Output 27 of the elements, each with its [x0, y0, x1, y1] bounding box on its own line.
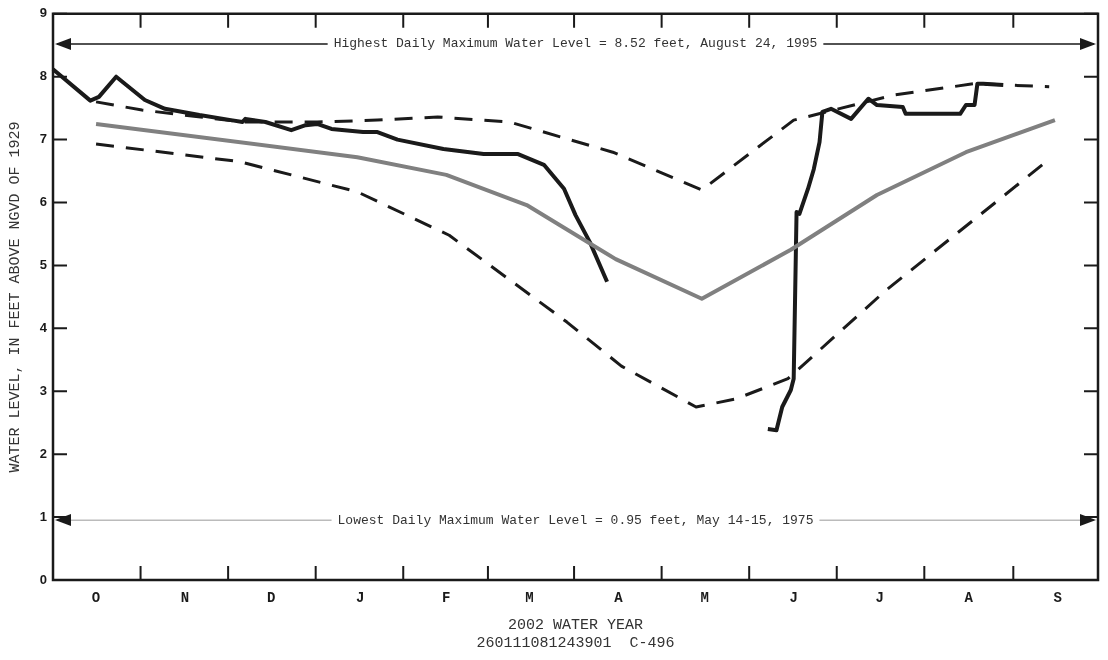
x-tick-label: J [355, 589, 365, 606]
ref-line-label: Highest Daily Maximum Water Level = 8.52 feet, August 24, 1995 [333, 36, 818, 52]
x-tick-label: O [91, 589, 101, 606]
x-tick-label: J [789, 589, 798, 606]
y-tick-label: 7 [39, 131, 47, 147]
y-axis-title: WATER LEVEL, IN FEET ABOVE NGVD OF 1929 [6, 121, 24, 473]
x-tick-label: F [442, 589, 451, 606]
y-tick-label: 8 [39, 68, 47, 84]
y-tick-label: 3 [39, 382, 47, 398]
x-tick-label: M [525, 589, 534, 606]
x-tick-label: N [180, 589, 190, 606]
x-tick-label: S [1053, 589, 1063, 606]
y-tick-label: 1 [39, 508, 47, 524]
x-tick-label: M [700, 589, 709, 606]
text: 260111081243901 C-496 [476, 635, 675, 653]
x-tick-label: A [964, 589, 974, 606]
y-tick-label: 2 [39, 445, 47, 461]
y-tick-label: 5 [39, 257, 47, 273]
ref-line-label: Lowest Daily Maximum Water Level = 0.95 feet, May 14-15, 1975 [337, 512, 814, 528]
y-tick-label: 6 [39, 194, 47, 210]
y-tick-label: 0 [39, 571, 47, 587]
x-axis-title: 2002 WATER YEAR [507, 616, 644, 634]
x-tick-label: D [266, 589, 276, 606]
y-tick-label: 4 [39, 319, 48, 335]
x-tick-label: J [875, 589, 885, 606]
x-tick-label: A [614, 589, 624, 606]
y-tick-label: 9 [39, 5, 47, 21]
